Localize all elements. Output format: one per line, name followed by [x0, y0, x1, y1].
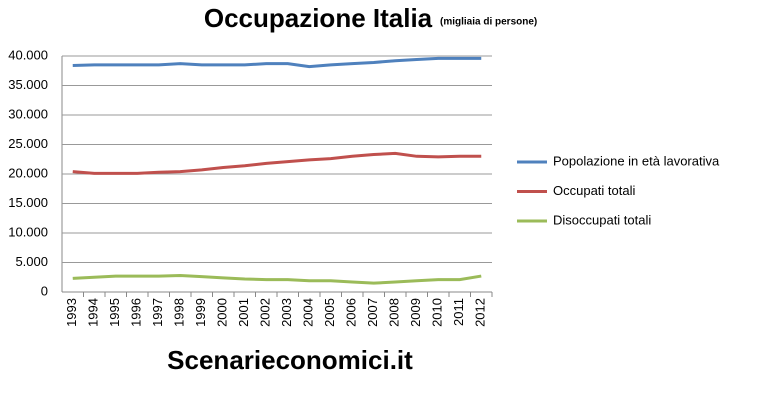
x-tick-label: 2004: [301, 298, 316, 327]
x-tick-label: 1994: [86, 298, 101, 327]
y-tick-label: 5.000: [15, 254, 48, 269]
x-tick-label: 1997: [150, 298, 165, 327]
x-tick-label: 2003: [279, 298, 294, 327]
x-tick-label: 2002: [258, 298, 273, 327]
chart-subtitle: (migliaia di persone): [440, 17, 537, 28]
x-tick-label: 1999: [193, 298, 208, 327]
y-tick-label: 30.000: [8, 106, 48, 121]
legend-label: Occupati totali: [553, 183, 635, 198]
series-line: [72, 151, 482, 175]
x-tick-label: 2006: [344, 298, 359, 327]
x-tick-label: 2011: [451, 298, 466, 326]
y-tick-label: 25.000: [8, 136, 48, 151]
chart-title: Occupazione Italia: [204, 3, 433, 33]
y-tick-label: 40.000: [8, 47, 48, 62]
x-tick-label: 1995: [107, 298, 122, 327]
x-tick-label: 2008: [387, 298, 402, 327]
x-tick-label: 2010: [430, 298, 445, 327]
x-tick-label: 1996: [129, 298, 144, 327]
x-tick-label: 1993: [64, 298, 79, 327]
series-line: [72, 56, 482, 69]
y-tick-label: 15.000: [8, 195, 48, 210]
legend-label: Disoccupati totali: [553, 212, 651, 227]
x-tick-label: 2000: [215, 298, 230, 327]
y-tick-label: 10.000: [8, 224, 48, 239]
series-line: [72, 273, 482, 285]
x-tick-label: 2007: [365, 298, 380, 327]
x-tick-label: 2001: [236, 298, 251, 327]
x-tick-label: 2009: [408, 298, 423, 327]
annotation: Scenarieconomici.it: [167, 345, 413, 375]
x-tick-label: 1998: [172, 298, 187, 327]
x-tick-label: 2012: [473, 298, 488, 327]
x-tick-label: 2005: [322, 298, 337, 327]
legend-label: Popolazione in età lavorativa: [553, 153, 720, 168]
y-tick-label: 20.000: [8, 165, 48, 180]
y-tick-label: 0: [41, 283, 48, 298]
y-tick-label: 35.000: [8, 77, 48, 92]
